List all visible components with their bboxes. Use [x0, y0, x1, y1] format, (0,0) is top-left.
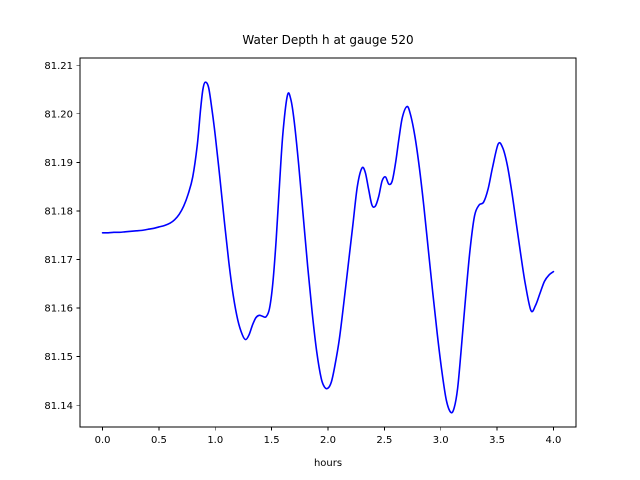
x-tick-label: 2.5: [376, 435, 392, 446]
plot-area-background: [80, 58, 576, 427]
x-tick-label: 2.0: [320, 435, 336, 446]
x-tick-label: 0.5: [151, 435, 167, 446]
x-axis-ticks: 0.0 0.5 1.0 1.5 2.0 2.5 3.0 3.5 4.0: [95, 427, 562, 446]
y-tick-label: 81.21: [44, 61, 73, 72]
y-axis-ticks: 81.14 81.15 81.16 81.17 81.18 81.19 81.20 81.21: [44, 61, 80, 412]
x-tick-label: 4.0: [546, 435, 562, 446]
y-tick-label: 81.17: [44, 255, 73, 266]
data-series-group: [101, 81, 555, 414]
x-tick-label: 3.0: [433, 435, 449, 446]
x-axis-label: hours: [314, 458, 342, 469]
y-tick-label: 81.18: [44, 207, 73, 218]
x-tick-label: 3.5: [489, 435, 505, 446]
y-tick-label: 81.14: [44, 401, 73, 412]
y-tick-label: 81.19: [44, 158, 73, 169]
x-tick-label: 1.0: [207, 435, 223, 446]
y-tick-label: 81.20: [44, 109, 73, 120]
y-tick-label: 81.15: [44, 352, 73, 363]
y-tick-label: 81.16: [44, 304, 73, 315]
x-tick-label: 0.0: [95, 435, 111, 446]
chart-title: Water Depth h at gauge 520: [242, 33, 413, 47]
x-tick-label: 1.5: [264, 435, 280, 446]
data-line-h: [101, 81, 555, 414]
